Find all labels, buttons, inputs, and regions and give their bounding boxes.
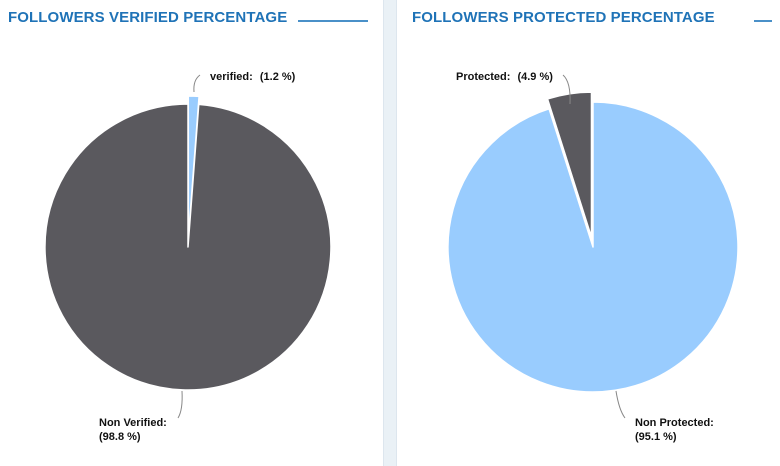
- data-label-non-protected: Non Protected: (95.1 %): [635, 417, 717, 443]
- leader-line-protected: [562, 74, 571, 105]
- protected-title-rule: [754, 20, 772, 22]
- protected-chart-title: FOLLOWERS PROTECTED PERCENTAGE: [412, 9, 715, 26]
- verified-chart-title: FOLLOWERS VERIFIED PERCENTAGE: [8, 9, 288, 26]
- pie-slice-non-verified[interactable]: [44, 103, 332, 391]
- data-label-non-verified-value: (98.8 %): [99, 431, 141, 443]
- data-label-protected-name: Protected:: [456, 71, 510, 83]
- pie-slice-non-protected[interactable]: [447, 101, 739, 393]
- verified-title-rule: [298, 20, 368, 22]
- data-label-non-verified-name: Non Verified:: [99, 417, 167, 429]
- data-label-protected: Protected: (4.9 %): [456, 71, 553, 83]
- data-label-non-protected-value: (95.1 %): [635, 431, 677, 443]
- data-label-verified-value: (1.2 %): [260, 71, 296, 83]
- data-label-verified-name: verified:: [210, 71, 253, 83]
- panel-divider: [383, 0, 397, 466]
- data-label-protected-value: (4.9 %): [517, 71, 553, 83]
- leader-line-non-protected: [615, 390, 626, 419]
- verified-pie-chart: verified: (1.2 %) Non Verified: (98.8 %): [44, 71, 332, 443]
- leader-line-non-verified: [177, 390, 183, 419]
- pie-slice-protected[interactable]: [546, 91, 593, 238]
- data-label-non-protected-name: Non Protected:: [635, 417, 714, 429]
- data-label-non-verified: Non Verified: (98.8 %): [99, 417, 170, 443]
- protected-pie-chart: Non Protected: (95.1 %) Protected: (4.9 …: [447, 71, 739, 443]
- leader-line-verified: [193, 74, 201, 93]
- protected-chart-panel: FOLLOWERS PROTECTED PERCENTAGE Non Prote…: [397, 0, 780, 466]
- verified-chart-panel: FOLLOWERS VERIFIED PERCENTAGE verified: …: [0, 0, 383, 466]
- data-label-verified: verified: (1.2 %): [210, 71, 296, 83]
